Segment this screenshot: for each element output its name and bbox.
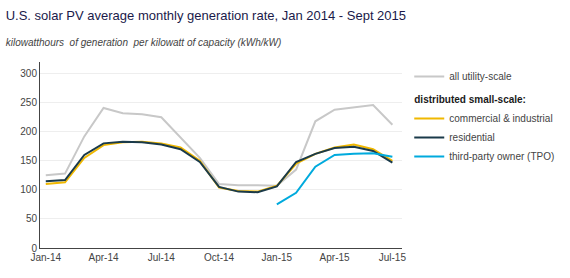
svg-text:Apr-15: Apr-15 — [320, 252, 350, 263]
svg-text:300: 300 — [20, 68, 37, 79]
svg-text:Apr-14: Apr-14 — [89, 252, 119, 263]
svg-text:third-party owner (TPO): third-party owner (TPO) — [449, 151, 554, 162]
svg-text:U.S. solar PV average monthly: U.S. solar PV average monthly generation… — [6, 8, 406, 23]
svg-text:Jul-15: Jul-15 — [379, 252, 407, 263]
svg-text:residential: residential — [449, 132, 495, 143]
svg-text:250: 250 — [20, 97, 37, 108]
svg-text:200: 200 — [20, 126, 37, 137]
svg-text:50: 50 — [26, 213, 38, 224]
svg-text:150: 150 — [20, 155, 37, 166]
svg-text:all utility-scale: all utility-scale — [449, 71, 512, 82]
svg-text:distributed small-scale:: distributed small-scale: — [414, 94, 526, 105]
svg-text:100: 100 — [20, 184, 37, 195]
svg-text:Jan-15: Jan-15 — [262, 252, 293, 263]
svg-text:commercial & industrial: commercial & industrial — [449, 113, 552, 124]
svg-text:Jul-14: Jul-14 — [148, 252, 176, 263]
svg-text:0: 0 — [31, 243, 37, 254]
svg-text:Oct-14: Oct-14 — [204, 252, 234, 263]
svg-text:kilowatthours of generation: kilowatthours of generation per kilowatt… — [6, 37, 282, 48]
svg-text:Jan-14: Jan-14 — [30, 252, 61, 263]
